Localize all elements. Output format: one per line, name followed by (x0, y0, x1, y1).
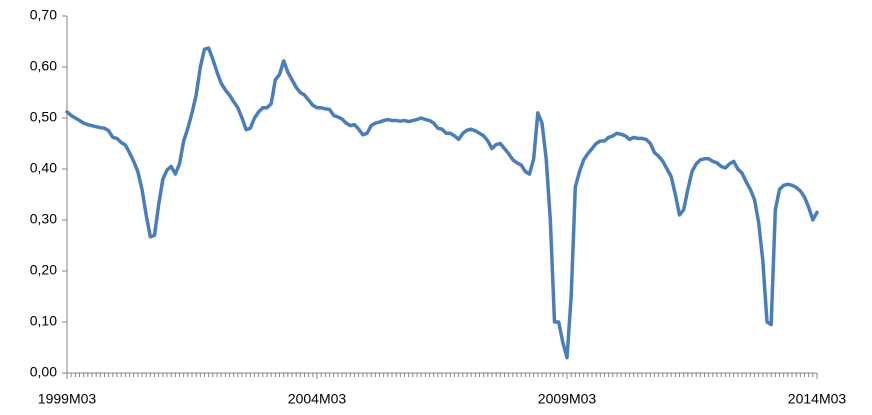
y-tick-label: 0,30 (30, 211, 57, 227)
y-tick-label: 0,10 (30, 313, 57, 329)
y-tick-label: 0,00 (30, 364, 57, 380)
y-tick-label: 0,20 (30, 262, 57, 278)
y-tick-label: 0,70 (30, 7, 57, 23)
x-tick-label: 2014M03 (788, 391, 847, 407)
y-tick-label: 0,50 (30, 109, 57, 125)
data-line (65, 46, 819, 360)
x-tick-label: 2009M03 (538, 391, 597, 407)
y-tick-label: 0,40 (30, 160, 57, 176)
y-tick-label: 0,60 (30, 58, 57, 74)
x-tick-label: 1999M03 (38, 391, 97, 407)
x-tick-label: 2004M03 (288, 391, 347, 407)
